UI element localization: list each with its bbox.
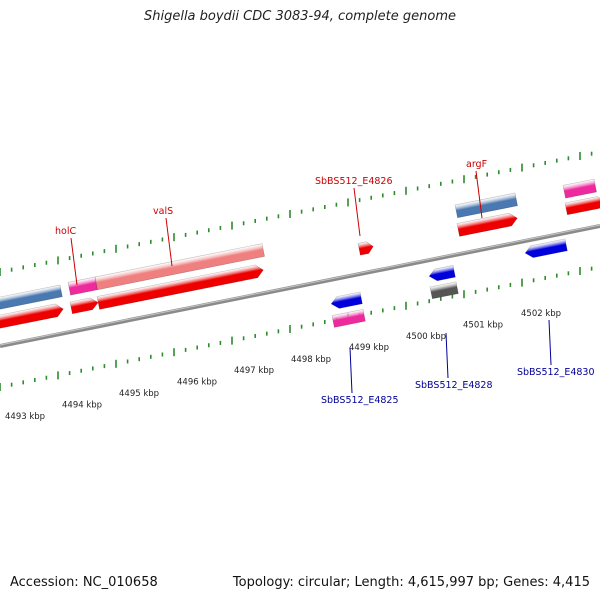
gene-label: SbBS512_E4826	[315, 176, 393, 187]
gene-cds-vals	[96, 264, 264, 310]
gene-cds-e4830-shape	[524, 238, 568, 258]
gene-cds-argf-shape	[456, 212, 518, 237]
gene-label-leader	[475, 170, 483, 219]
gene-label-leader	[70, 237, 78, 286]
gene-label: valS	[153, 206, 173, 217]
kbp-tick-label: 4499 kbp	[349, 343, 389, 353]
kbp-tick-label: 4496 kbp	[177, 378, 217, 388]
kbp-tick-label: 4497 kbp	[234, 366, 274, 376]
gene-track-argf	[454, 192, 518, 219]
gene-cds-e4828	[428, 265, 456, 282]
gene-cds-e4825-shape	[330, 291, 363, 309]
gene-cds-right	[564, 196, 600, 216]
kbp-tick-label: 4493 kbp	[5, 412, 45, 422]
gene-track-e4825	[331, 309, 366, 328]
kbp-tick-label: 4501 kbp	[463, 320, 503, 330]
gene-track-e4828-shape	[429, 281, 459, 300]
gene-label: argF	[466, 159, 487, 170]
gene-cds-holc-left	[0, 303, 64, 331]
kbp-tick-label: 4502 kbp	[521, 309, 561, 319]
gene-track-argf-shape	[454, 192, 518, 219]
gene-label: SbBS512_E4830	[517, 367, 595, 378]
gene-label: holC	[55, 226, 76, 237]
gene-label: SbBS512_E4825	[321, 395, 399, 406]
map-title: Shigella boydii CDC 3083-94, complete ge…	[143, 9, 457, 24]
gene-label-leader	[165, 217, 173, 267]
kbp-tick-label: 4494 kbp	[62, 401, 102, 411]
gene-label-leader	[445, 332, 449, 379]
gene-track-left-shape	[0, 284, 63, 312]
gene-cds-holc-shape	[69, 297, 99, 315]
gene-track-holc	[67, 276, 98, 296]
gene-cds-e4830	[524, 238, 568, 258]
gene-cds-argf	[456, 212, 518, 237]
gene-label-leader	[353, 187, 361, 237]
kbp-tick-label: 4495 kbp	[119, 389, 159, 399]
kbp-tick-label: 4498 kbp	[291, 355, 331, 365]
gene-cds-holc	[69, 297, 99, 315]
gene-track-left	[0, 284, 63, 312]
genome-stats-text: Topology: circular; Length: 4,615,997 bp…	[232, 575, 590, 590]
gene-track-right-shape	[562, 178, 597, 199]
gene-layer	[0, 178, 600, 331]
genome-backbone-highlight	[0, 224, 600, 346]
genome-backbone	[0, 224, 600, 348]
backbone-layer	[0, 224, 600, 348]
gene-cds-e4825	[330, 291, 363, 309]
gene-cds-e4826	[357, 241, 374, 256]
gene-track-holc-shape	[67, 276, 98, 296]
gene-track-e4825-shape	[331, 309, 366, 328]
kbp-tick-label: 4500 kbp	[406, 332, 446, 342]
gene-cds-right-shape	[564, 196, 600, 216]
gene-cds-vals-shape	[96, 264, 264, 310]
accession-text: Accession: NC_010658	[10, 575, 158, 590]
gene-track-e4828	[429, 281, 459, 300]
gene-track-right	[562, 178, 597, 199]
gene-label-leader	[548, 319, 552, 366]
gene-label: SbBS512_E4828	[415, 380, 493, 391]
gene-track-vals	[94, 243, 265, 291]
gene-track-vals-shape	[94, 243, 265, 291]
gene-cds-e4826-shape	[357, 241, 374, 256]
gene-cds-e4828-shape	[428, 265, 456, 282]
gene-cds-holc-left-shape	[0, 303, 64, 331]
label-layer: 4493 kbp 4494 kbp 4495 kbp 4496 kbp 4497 kbp…	[5, 159, 595, 422]
gene-label-leader	[349, 347, 353, 394]
